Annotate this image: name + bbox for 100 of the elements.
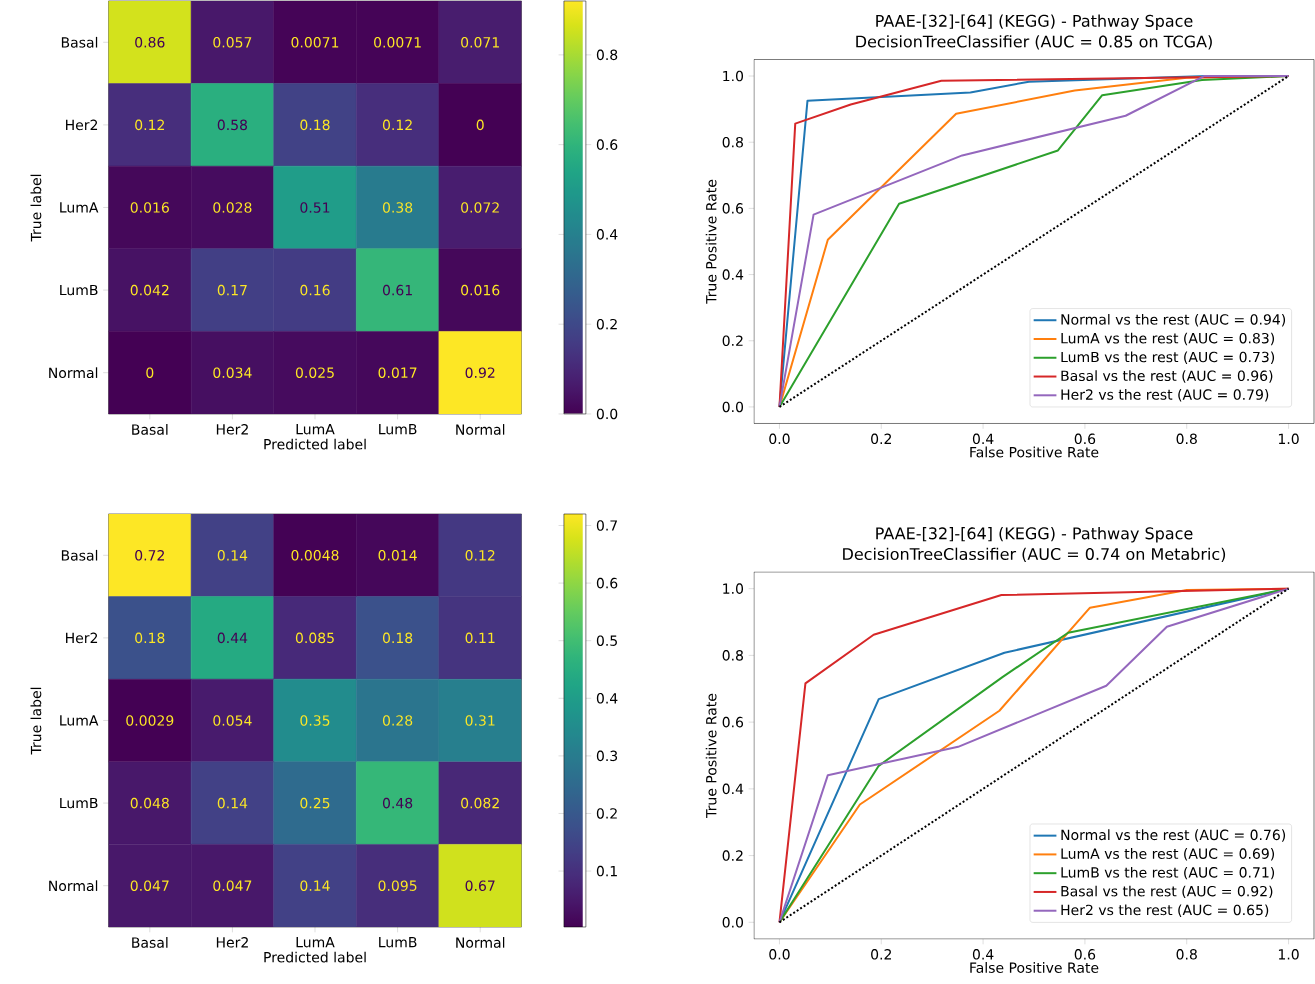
legend-label: LumA vs the rest (AUC = 0.83) [1061,332,1275,346]
x-tick-label: 0.4 [972,433,994,445]
data-label: 0.18 [382,632,413,644]
data-label: 0.057 [213,37,252,48]
data-label: 0.095 [378,880,417,891]
x-axis-title: Predicted label [264,438,366,450]
data-label: 0.28 [382,715,413,726]
y-axis-title: True label [30,174,42,242]
x-tick-label: 0.8 [1176,433,1197,445]
data-label: 0.18 [135,632,165,644]
data-label: 0.0029 [126,715,174,726]
y-tick-label: 0.0 [722,917,744,928]
legend-label: LumB vs the rest (AUC = 0.71) [1061,866,1275,880]
legend-label: Her2 vs the rest (AUC = 0.79) [1061,389,1269,402]
color-bar-label: 0.6 [596,577,618,589]
y-tick-label: 0.8 [722,650,743,661]
x-tick-label: LumB [379,424,417,435]
x-tick-label: Normal [456,937,505,948]
x-tick-label: Normal [456,424,505,435]
y-tick-label: 0.6 [722,716,744,728]
y-tick-label: 1.0 [723,583,744,594]
data-label: 0.25 [300,797,330,809]
legend-label: Normal vs the rest (AUC = 0.76) [1061,829,1286,842]
y-tick-label: LumA [60,202,99,213]
data-label: 0.028 [213,202,252,213]
data-label: 0.047 [213,880,252,891]
x-tick-label: Her2 [216,424,248,435]
x-tick-label: Her2 [216,937,248,948]
legend-label: LumB vs the rest (AUC = 0.73) [1061,351,1275,364]
y-tick-label: 0.6 [722,203,744,214]
x-tick-label: 0.6 [1074,433,1096,445]
data-label: 0.054 [213,715,252,726]
x-tick-label: LumA [296,424,335,435]
data-label: 0.72 [135,550,164,561]
data-label: 0.0071 [291,37,339,48]
x-tick-label: 0.2 [871,949,892,960]
data-label: 0.61 [382,284,412,296]
data-label: 0.86 [135,37,165,48]
y-tick-label: LumB [60,797,98,809]
y-axis-title: True Positive Rate [705,179,717,304]
x-tick-label: 0.4 [972,949,994,960]
y-tick-label: Basal [61,549,98,561]
data-label: 0.58 [217,119,248,131]
legend-label: LumA vs the rest (AUC = 0.69) [1061,848,1275,861]
data-label: 0.016 [130,202,169,213]
color-bar-label: 0.7 [596,520,617,531]
data-label: 0.047 [130,880,169,891]
legend-label: Basal vs the rest (AUC = 0.96) [1061,370,1273,383]
data-label: 0.14 [217,797,248,809]
data-label: 0.51 [300,202,330,213]
x-tick-label: 1.0 [1278,949,1299,960]
data-label: 0.0048 [291,550,339,561]
y-tick-label: 0.4 [722,783,744,795]
legend-label: Basal vs the rest (AUC = 0.92) [1061,885,1273,899]
y-tick-label: 0.2 [722,335,743,347]
y-tick-label: 0.2 [722,850,743,861]
data-label: 0.92 [465,367,495,378]
data-label: 0.44 [217,632,248,644]
data-label: 0.12 [382,119,412,131]
data-label: 0.016 [461,284,500,296]
data-label: 0.48 [382,797,413,809]
color-bar-label: 0.4 [596,229,618,240]
data-label: 0.35 [300,715,330,726]
data-label: 0.16 [300,284,330,296]
chart-subtitle: DecisionTreeClassifier (AUC = 0.74 on Metabric) [843,547,1226,562]
color-bar-label: 0.3 [596,750,618,762]
x-axis-title: False Positive Rate [970,962,1099,973]
color-bar-label: 0.0 [596,408,618,420]
data-label: 0.18 [300,119,330,131]
y-tick-label: Her2 [66,119,98,131]
color-bar-label: 0.6 [596,139,618,150]
y-axis-title: True Positive Rate [705,693,717,818]
data-label: 0.0071 [374,37,421,48]
chart-title: PAAE-[32]-[64] (KEGG) - Pathway Space [876,14,1193,30]
data-label: 0.042 [130,284,169,296]
data-label: 0.67 [465,880,495,891]
y-tick-label: Normal [49,367,98,379]
data-label: 0.072 [461,202,499,213]
color-bar-label: 0.8 [596,49,618,61]
color-bar-label: 0.2 [596,318,617,330]
legend-label: Her2 vs the rest (AUC = 0.65) [1061,904,1269,917]
color-bar-label: 0.4 [596,692,618,704]
x-axis-title: Predicted label [264,951,366,963]
data-label: 0.11 [465,632,495,644]
y-tick-label: 0.4 [722,269,744,280]
y-tick-label: Normal [49,880,98,892]
data-label: 0.071 [461,37,499,48]
y-tick-label: 1.0 [723,70,744,82]
x-axis-title: False Positive Rate [970,446,1099,458]
data-label: 0 [146,367,154,378]
x-tick-label: Basal [132,424,168,435]
data-label: 0.025 [295,367,334,378]
y-axis-title: True label [30,687,42,755]
x-tick-label: 0.2 [871,433,892,445]
x-tick-label: LumB [379,937,417,948]
data-label: 0.38 [382,202,413,213]
data-label: 0.017 [378,367,417,378]
color-bar-label: 0.5 [596,635,617,646]
color-bar-label: 0.1 [596,865,617,877]
y-tick-label: LumB [60,284,98,296]
